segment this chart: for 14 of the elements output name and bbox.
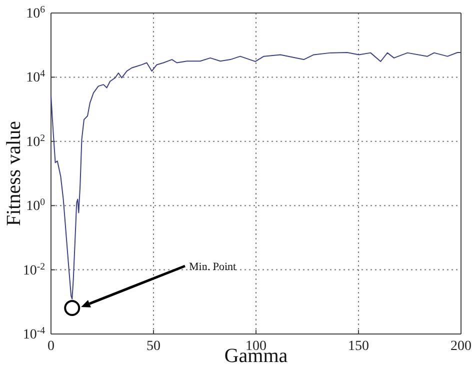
y-tick-label: 10$^{6}$	[26, 4, 46, 22]
annotation: Min. Point	[189, 261, 236, 273]
x-tick-label: 200	[450, 338, 472, 354]
y-axis-title: Fitness value	[3, 120, 25, 226]
y-tick-label: 10$^{0}$	[26, 196, 46, 214]
circled-arrow-callout: Min. Point	[64, 261, 236, 316]
x-tick-label: 100	[246, 338, 266, 354]
x-tick-label: 150	[348, 338, 369, 354]
x-tick-label: 50	[146, 338, 160, 354]
x-tick-label: 0	[48, 338, 54, 354]
y-tick-label: 10$^{-2}$	[22, 260, 46, 278]
y-tick-label: 10$^{4}$	[26, 68, 46, 86]
y-tick-label: 10$^{2}$	[26, 132, 46, 150]
y-tick-label: 10$^{-4}$	[22, 324, 46, 342]
